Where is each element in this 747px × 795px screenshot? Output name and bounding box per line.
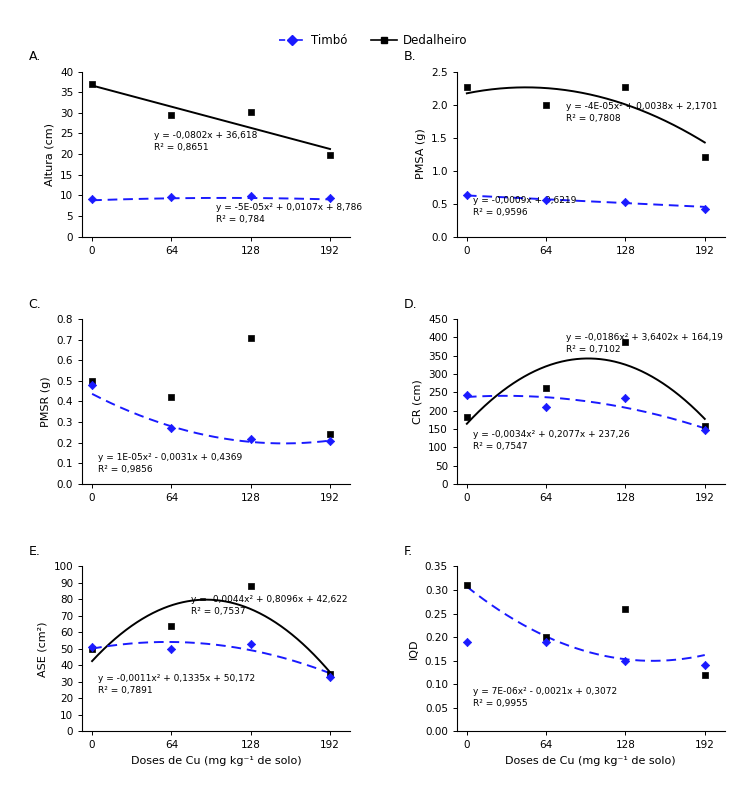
Text: y = -0,0011x² + 0,1335x + 50,172
R² = 0,7891: y = -0,0011x² + 0,1335x + 50,172 R² = 0,…	[99, 674, 255, 695]
Text: C.: C.	[28, 298, 41, 311]
Point	[540, 382, 552, 394]
Point	[86, 641, 98, 653]
Point	[165, 191, 177, 204]
Point	[619, 654, 631, 667]
Point	[165, 391, 177, 404]
Text: B.: B.	[403, 50, 416, 64]
Point	[86, 374, 98, 387]
Point	[619, 391, 631, 404]
Point	[165, 108, 177, 121]
Text: y = 1E-05x² - 0,0031x + 0,4369
R² = 0,9856: y = 1E-05x² - 0,0031x + 0,4369 R² = 0,98…	[99, 453, 243, 474]
Text: y = -5E-05x² + 0,0107x + 8,786
R² = 0,784: y = -5E-05x² + 0,0107x + 8,786 R² = 0,78…	[216, 204, 362, 224]
Point	[324, 667, 336, 680]
Point	[461, 579, 473, 591]
Y-axis label: Altura (cm): Altura (cm)	[44, 122, 55, 185]
Point	[461, 80, 473, 93]
Point	[698, 151, 710, 164]
Point	[324, 434, 336, 447]
Point	[540, 635, 552, 648]
Text: D.: D.	[403, 298, 417, 311]
Point	[324, 428, 336, 440]
Point	[245, 106, 257, 118]
Text: A.: A.	[28, 50, 41, 64]
Point	[698, 659, 710, 672]
Point	[165, 642, 177, 655]
Y-axis label: PMSR (g): PMSR (g)	[41, 376, 51, 427]
Point	[698, 424, 710, 436]
Point	[245, 638, 257, 650]
Point	[619, 196, 631, 208]
X-axis label: Doses de Cu (mg kg⁻¹ de solo): Doses de Cu (mg kg⁻¹ de solo)	[131, 756, 301, 766]
Text: y = -0,0802x + 36,618
R² = 0,8651: y = -0,0802x + 36,618 R² = 0,8651	[154, 131, 258, 152]
Point	[540, 99, 552, 111]
Point	[698, 203, 710, 215]
Point	[698, 420, 710, 432]
Text: y = -0,0034x² + 0,2077x + 237,26
R² = 0,7547: y = -0,0034x² + 0,2077x + 237,26 R² = 0,…	[473, 430, 630, 451]
Point	[324, 671, 336, 684]
Point	[86, 378, 98, 391]
Point	[86, 642, 98, 655]
Y-axis label: ASE (cm²): ASE (cm²)	[38, 621, 48, 677]
Y-axis label: IQD: IQD	[409, 638, 419, 659]
Point	[245, 190, 257, 203]
Point	[540, 400, 552, 413]
Point	[165, 422, 177, 435]
Point	[698, 669, 710, 681]
Y-axis label: CR (cm): CR (cm)	[412, 379, 423, 424]
Point	[86, 78, 98, 91]
Point	[245, 580, 257, 592]
Text: y = -0,0186x² + 3,6402x + 164,19
R² = 0,7102: y = -0,0186x² + 3,6402x + 164,19 R² = 0,…	[566, 333, 723, 354]
Point	[324, 149, 336, 161]
Point	[165, 619, 177, 632]
Legend: Timbó, Dedalheiro: Timbó, Dedalheiro	[279, 33, 468, 47]
Point	[619, 335, 631, 348]
Text: E.: E.	[28, 545, 40, 558]
Point	[461, 389, 473, 401]
Point	[619, 603, 631, 615]
Point	[245, 332, 257, 344]
Point	[619, 80, 631, 93]
Text: y = 7E-06x² - 0,0021x + 0,3072
R² = 0,9955: y = 7E-06x² - 0,0021x + 0,3072 R² = 0,99…	[473, 687, 617, 708]
Point	[324, 192, 336, 204]
Point	[461, 410, 473, 423]
Point	[540, 193, 552, 206]
Point	[461, 188, 473, 201]
Text: y = -0,0009x + 0,6219
R² = 0,9596: y = -0,0009x + 0,6219 R² = 0,9596	[473, 196, 577, 217]
Point	[540, 630, 552, 643]
Point	[245, 432, 257, 445]
Text: F.: F.	[403, 545, 412, 558]
Point	[86, 192, 98, 205]
Point	[461, 635, 473, 648]
Text: y = -4E-05x² + 0,0038x + 2,1701
R² = 0,7808: y = -4E-05x² + 0,0038x + 2,1701 R² = 0,7…	[566, 103, 718, 123]
X-axis label: Doses de Cu (mg kg⁻¹ de solo): Doses de Cu (mg kg⁻¹ de solo)	[506, 756, 676, 766]
Y-axis label: PMSA (g): PMSA (g)	[416, 129, 426, 180]
Text: y = -0,0044x² + 0,8096x + 42,622
R² = 0,7537: y = -0,0044x² + 0,8096x + 42,622 R² = 0,…	[191, 595, 347, 616]
